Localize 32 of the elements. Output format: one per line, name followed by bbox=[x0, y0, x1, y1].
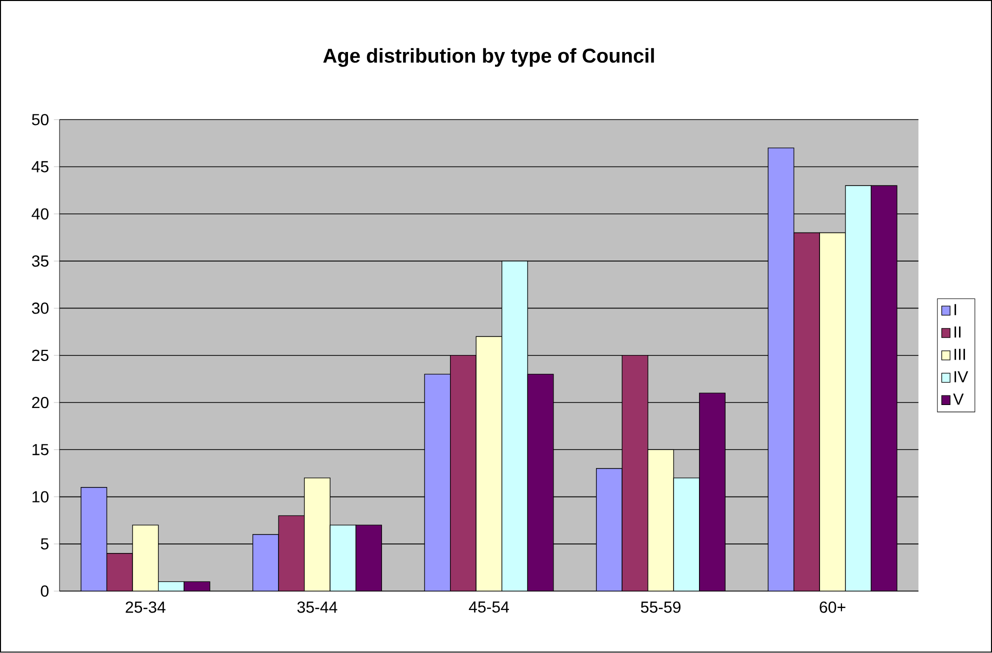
chart-title: Age distribution by type of Council bbox=[323, 48, 654, 68]
y-tick-label: 25 bbox=[32, 350, 48, 362]
bar bbox=[330, 524, 356, 592]
y-tick-label: 45 bbox=[32, 161, 48, 173]
bar bbox=[502, 260, 528, 592]
legend-label: II bbox=[954, 326, 961, 338]
y-tick-label: 40 bbox=[32, 208, 49, 220]
y-tick-label: 0 bbox=[40, 586, 49, 597]
y-tick-label: 30 bbox=[32, 302, 49, 314]
x-tick-label: 60+ bbox=[820, 602, 846, 614]
bar bbox=[622, 355, 648, 592]
legend-label: III bbox=[954, 349, 965, 360]
x-tick-label: 25-34 bbox=[126, 602, 166, 614]
x-tick-label: 45-54 bbox=[468, 602, 509, 613]
bar bbox=[450, 355, 476, 592]
y-tick-label: 15 bbox=[32, 444, 48, 456]
bar bbox=[158, 582, 184, 592]
y-tick-label: 20 bbox=[32, 397, 49, 408]
bar bbox=[673, 478, 700, 592]
x-tick-label: 55-59 bbox=[640, 602, 680, 614]
bar bbox=[794, 232, 820, 592]
legend-label: IV bbox=[954, 371, 968, 382]
x-tick-label: 35-44 bbox=[297, 602, 338, 614]
y-tick-label: 50 bbox=[32, 114, 49, 126]
legend-label: V bbox=[953, 394, 964, 405]
bar bbox=[278, 515, 305, 592]
legend-label: I bbox=[954, 304, 956, 316]
y-tick-label: 5 bbox=[40, 538, 48, 550]
y-tick-label: 10 bbox=[32, 491, 49, 503]
y-tick-label: 35 bbox=[32, 256, 48, 267]
bar bbox=[106, 553, 133, 592]
bar bbox=[845, 185, 872, 592]
